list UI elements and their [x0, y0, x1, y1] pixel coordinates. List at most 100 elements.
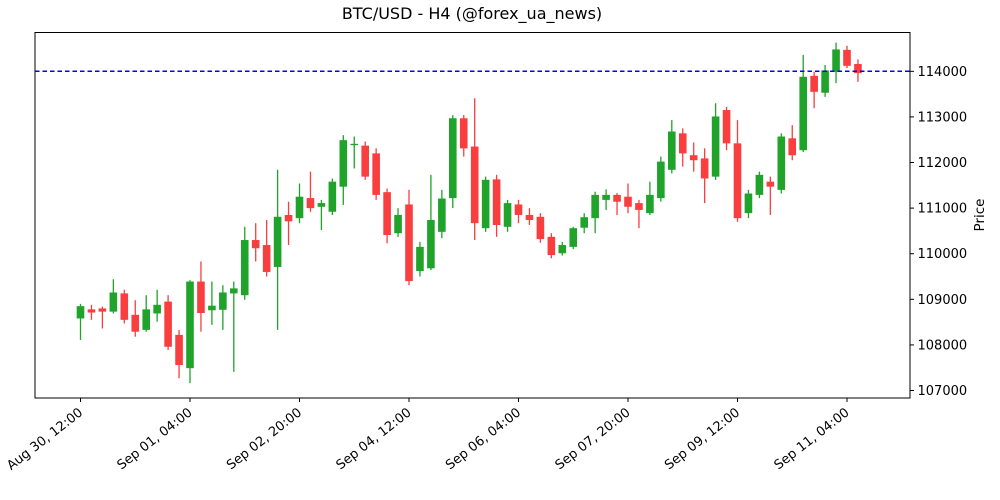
- candle: [262, 219, 271, 277]
- candle-body: [120, 293, 129, 320]
- candle: [766, 176, 775, 215]
- x-tick-label: Sep 06, 04:00: [443, 405, 524, 473]
- candle-body: [372, 153, 380, 195]
- candle-body: [262, 245, 271, 272]
- candle: [230, 281, 238, 372]
- candle: [536, 213, 545, 243]
- candle: [164, 295, 172, 350]
- candle-body: [481, 179, 490, 229]
- candle-body: [459, 118, 468, 149]
- y-tick-label: 113000: [918, 110, 968, 125]
- candle-body: [350, 143, 359, 146]
- candle-body: [361, 145, 369, 177]
- y-tick-label: 111000: [918, 202, 968, 217]
- y-axis-title: Price: [972, 199, 988, 232]
- candle-body: [635, 203, 643, 210]
- candle-body: [689, 155, 698, 161]
- candle-body: [142, 309, 150, 330]
- candle-body: [98, 308, 107, 312]
- candle-body: [602, 194, 610, 200]
- candle-body: [306, 198, 315, 209]
- candle: [744, 189, 753, 219]
- candle-body: [766, 181, 775, 187]
- candle: [317, 199, 326, 231]
- candle-body: [76, 306, 85, 319]
- candle: [131, 300, 140, 337]
- candle: [547, 233, 556, 259]
- candle: [657, 156, 665, 202]
- candle-body: [492, 179, 501, 225]
- candle-body: [131, 314, 140, 332]
- candle-body: [569, 228, 578, 247]
- candle-body: [186, 281, 194, 369]
- candle-body: [547, 236, 556, 256]
- candle-body: [339, 140, 348, 187]
- candle-body: [416, 246, 424, 272]
- candle-body: [230, 288, 238, 294]
- candle: [186, 280, 194, 384]
- candle: [635, 199, 643, 229]
- candle: [492, 174, 501, 237]
- candle-body: [273, 216, 282, 267]
- candle-body: [657, 161, 665, 199]
- candle-body: [470, 146, 479, 224]
- candle: [777, 133, 786, 194]
- candle: [427, 174, 435, 271]
- candle-body: [755, 174, 764, 195]
- candle: [361, 141, 369, 180]
- candle-body: [109, 292, 118, 312]
- candle-body: [646, 194, 654, 214]
- candle-body: [777, 136, 786, 190]
- candle: [208, 281, 216, 325]
- candle-body: [284, 214, 293, 222]
- candle-body: [295, 196, 304, 219]
- y-tick-label: 107000: [918, 384, 968, 399]
- x-tick-label: Sep 07, 20:00: [553, 405, 634, 473]
- y-tick-label: 110000: [918, 247, 968, 262]
- candle-body: [438, 198, 446, 232]
- candle: [394, 208, 402, 237]
- candle: [700, 148, 709, 204]
- candle-body: [700, 158, 709, 179]
- candle: [854, 59, 862, 82]
- candle: [109, 279, 118, 314]
- plot-border: [34, 32, 911, 399]
- candle: [219, 285, 227, 330]
- y-tick-label: 114000: [918, 65, 968, 80]
- candle-body: [240, 240, 249, 296]
- candle-body: [317, 203, 326, 207]
- candle: [76, 303, 85, 340]
- candle: [339, 135, 348, 205]
- candle: [580, 213, 588, 234]
- candle: [175, 329, 183, 379]
- candle: [711, 103, 720, 180]
- candle-body: [208, 305, 216, 311]
- candle: [98, 306, 107, 329]
- y-axis: 107000 108000 109000 110000 111000 112000 1130…: [910, 65, 967, 399]
- candle: [197, 261, 205, 332]
- candle: [755, 171, 764, 199]
- candle-body: [580, 217, 588, 228]
- y-tick-label: 109000: [918, 293, 968, 308]
- candle-body: [843, 49, 851, 66]
- candle: [558, 241, 567, 256]
- candle-body: [711, 116, 720, 177]
- candle: [624, 183, 632, 214]
- candle-body: [514, 204, 523, 215]
- candle-body: [613, 194, 621, 202]
- candle: [646, 181, 654, 215]
- x-tick-label: Aug 30, 12:00: [4, 405, 86, 473]
- candle: [438, 189, 446, 239]
- candle: [514, 199, 523, 224]
- candle: [810, 71, 818, 109]
- candle: [383, 188, 391, 244]
- candle: [733, 120, 742, 222]
- candle-body: [87, 309, 96, 313]
- candle: [602, 189, 610, 210]
- candle: [843, 45, 851, 69]
- x-tick-label: Sep 11, 04:00: [772, 405, 853, 473]
- candle: [284, 201, 293, 246]
- candle-body: [854, 64, 862, 74]
- candle: [788, 125, 797, 161]
